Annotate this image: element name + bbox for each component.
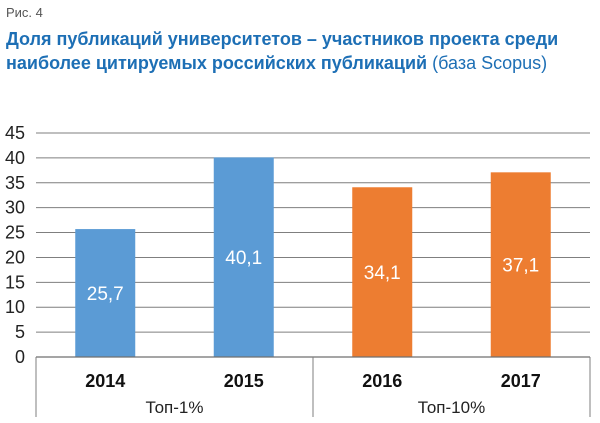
data-labels: 25,7 40,1 34,1 37,1 — [87, 248, 539, 305]
group-label-0: Топ-1% — [146, 398, 204, 417]
chart-title-main: Доля публикаций университетов – участник… — [6, 29, 559, 73]
data-label-2014: 25,7 — [87, 284, 124, 305]
data-label-2016: 34,1 — [364, 263, 401, 284]
bar-2014 — [75, 229, 136, 357]
category-label-2017: 2017 — [501, 371, 541, 391]
chart-title-subtitle: (база Scopus) — [427, 53, 548, 73]
y-tick-label: 40 — [5, 148, 25, 168]
bar-2015 — [213, 157, 274, 357]
y-tick-label: 45 — [5, 123, 25, 143]
chart-title: Доля публикаций университетов – участник… — [6, 27, 591, 75]
x-axis-groups: Топ-1% Топ-10% — [146, 398, 486, 417]
category-label-2016: 2016 — [362, 371, 402, 391]
y-axis-ticks: 0 5 10 15 20 25 30 35 40 45 — [5, 123, 25, 367]
y-tick-label: 15 — [5, 272, 25, 292]
bar-2016 — [352, 187, 413, 357]
y-tick-label: 25 — [5, 223, 25, 243]
data-label-2017: 37,1 — [502, 256, 539, 277]
x-axis — [35, 356, 591, 417]
bars — [75, 157, 551, 357]
bar-2017 — [490, 172, 551, 357]
y-tick-label: 0 — [15, 347, 25, 367]
y-tick-label: 35 — [5, 173, 25, 193]
category-label-2014: 2014 — [85, 371, 125, 391]
y-tick-label: 10 — [5, 297, 25, 317]
group-label-1: Топ-10% — [418, 398, 485, 417]
x-axis-categories: 2014 2015 2016 2017 — [85, 371, 541, 391]
data-label-2015: 40,1 — [225, 248, 262, 269]
figure-label: Рис. 4 — [6, 5, 43, 20]
y-tick-label: 20 — [5, 247, 25, 267]
y-tick-label: 5 — [15, 322, 25, 342]
category-label-2015: 2015 — [224, 371, 264, 391]
y-tick-label: 30 — [5, 198, 25, 218]
